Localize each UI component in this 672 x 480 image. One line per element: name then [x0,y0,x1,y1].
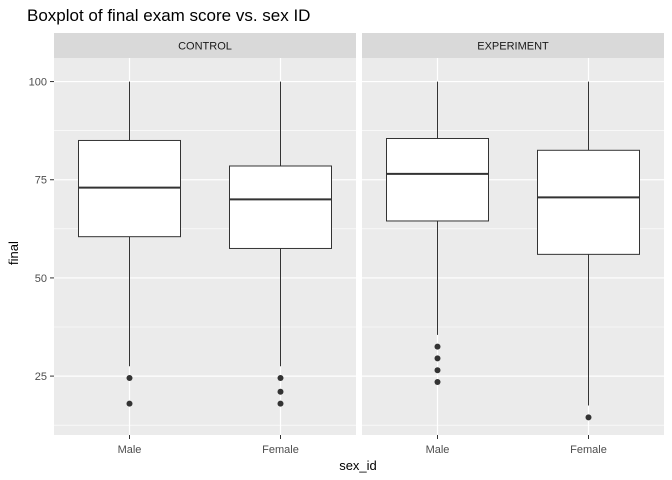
x-tick-label: Female [262,444,299,456]
y-tick-label: 75 [35,175,47,187]
y-tick-label: 25 [35,371,47,383]
y-tick-label: 50 [35,273,47,285]
box-iqr [386,138,489,222]
y-tick-label: 100 [29,77,47,89]
y-axis-title: final [6,241,21,265]
chart-title: Boxplot of final exam score vs. sex ID [27,6,311,25]
facet-strip [362,33,664,58]
outlier-point [434,367,441,374]
box-male [386,81,489,385]
facet-strip-label: EXPERIMENT [477,41,549,53]
outlier-point [434,343,441,350]
x-tick-label: Male [426,444,450,456]
outlier-point [126,400,133,407]
facet-panel-experiment: EXPERIMENT Male Female [362,33,664,456]
panels-layer: CONTROL Male Female EXPERIMENT Male Female 25 5… [29,33,664,456]
facet-panel-control: CONTROL Male Female [54,33,356,456]
facet-strip-label: CONTROL [178,41,232,53]
box-female [229,81,332,407]
outlier-point [277,388,284,395]
outlier-point [277,400,284,407]
facet-strip [54,33,356,58]
outlier-point [434,378,441,385]
outlier-point [126,375,133,382]
x-axis-title: sex_id [339,458,377,473]
box-male [78,81,181,407]
outlier-point [277,375,284,382]
outlier-point [585,414,592,421]
y-axis: 25 50 75 100 [29,77,54,383]
box-iqr [229,165,332,249]
box-female [537,81,640,421]
x-tick-label: Male [118,444,142,456]
x-tick-label: Female [570,444,607,456]
box-iqr [537,149,640,255]
outlier-point [434,355,441,362]
